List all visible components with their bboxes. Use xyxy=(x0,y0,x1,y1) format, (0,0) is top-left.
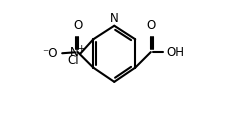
Text: O: O xyxy=(146,19,155,32)
Text: ⁻O: ⁻O xyxy=(43,47,58,60)
Text: OH: OH xyxy=(166,46,184,59)
Text: Cl: Cl xyxy=(68,54,79,67)
Text: N: N xyxy=(70,46,79,59)
Text: N: N xyxy=(110,12,119,25)
Text: +: + xyxy=(77,44,84,53)
Text: O: O xyxy=(73,19,82,32)
